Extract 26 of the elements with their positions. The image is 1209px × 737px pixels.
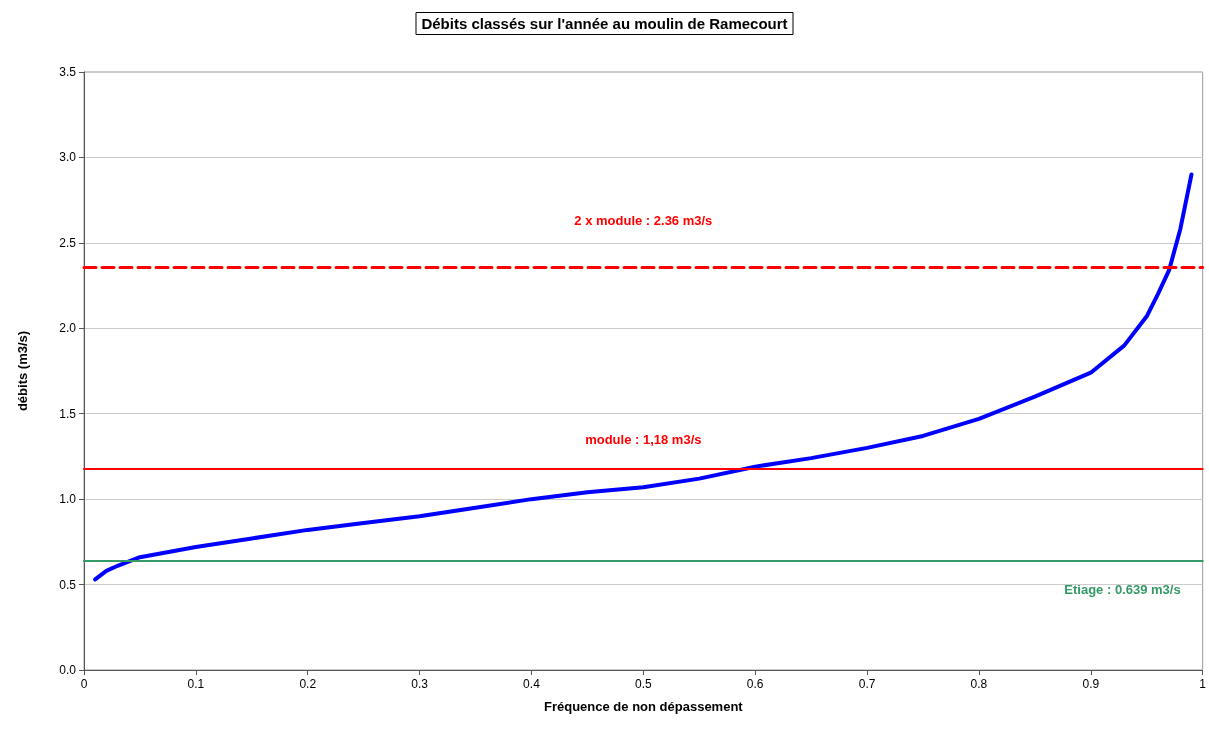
y-tick-label: 2.5	[59, 235, 77, 250]
y-tick-label: 2.0	[59, 321, 77, 336]
ref-line-label: Etiage : 0.639 m3/s	[1064, 581, 1181, 597]
x-tick-label: 0	[80, 677, 88, 691]
y-axis-title: débits (m3/s)	[15, 330, 30, 412]
y-tick-label: 0.0	[59, 663, 77, 677]
x-tick-label: 0.1	[187, 677, 205, 691]
ref-line-label: module : 1,18 m3/s	[585, 432, 702, 448]
x-axis-title: Fréquence de non dépassement	[544, 699, 744, 714]
chart-title: Débits classés sur l'année au moulin de Ramecourt	[421, 15, 788, 32]
x-tick-label: 0.4	[523, 677, 541, 691]
x-tick-label: 0.5	[634, 677, 652, 691]
y-tick-label: 1.0	[59, 492, 77, 507]
x-tick-label: 0.9	[1082, 677, 1100, 691]
x-tick-label: 0.8	[970, 677, 988, 691]
x-tick-label: 1	[1199, 677, 1207, 691]
line-series	[93, 172, 1194, 582]
y-tick-label: 0.5	[59, 577, 77, 592]
x-tick-label: 0.2	[299, 677, 317, 691]
x-tick-label: 0.3	[411, 677, 429, 691]
y-tick-label: 1.5	[59, 406, 77, 421]
ref-line-label: 2 x module : 2.36 m3/s	[574, 212, 713, 228]
x-tick-label: 0.7	[858, 677, 876, 691]
y-tick-label: 3.0	[59, 150, 77, 165]
x-tick-label: 0.6	[746, 677, 764, 691]
y-tick-label: 3.5	[59, 65, 77, 79]
